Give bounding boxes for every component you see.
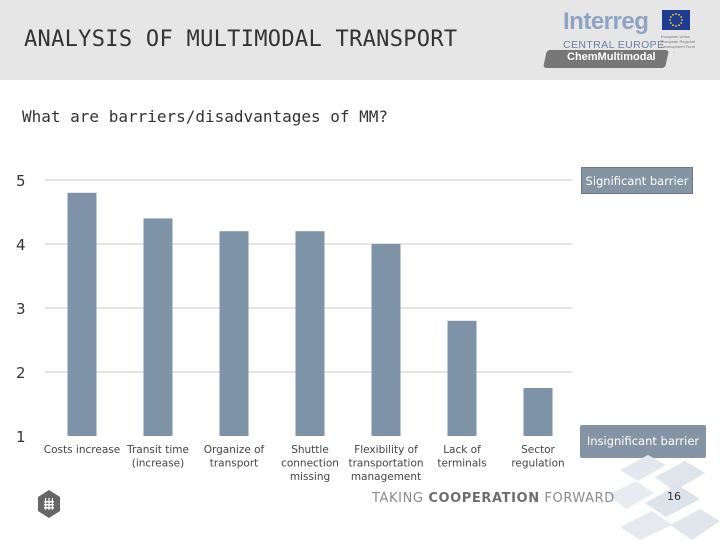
x-tick-label-line: terminals xyxy=(437,458,486,470)
x-tick-label-0: Costs increase xyxy=(44,444,120,456)
x-tick-label-line: Transit time xyxy=(126,444,189,456)
interreg-logo: Interreg CENTRAL EUROPE European Union E… xyxy=(543,6,705,74)
bar-3 xyxy=(295,231,325,436)
x-tick-label-line: Sector xyxy=(521,444,555,456)
slogan-suffix: FORWARD xyxy=(539,491,615,506)
header-bar: ANALYSIS OF MULTIMODAL TRANSPORT Interre… xyxy=(0,0,720,80)
y-tick-label-2: 2 xyxy=(16,364,26,382)
x-tick-label-line: management xyxy=(351,471,421,483)
bar-0 xyxy=(67,192,97,436)
x-tick-label-4: Flexibility of transportation management xyxy=(348,444,423,483)
bar-6 xyxy=(523,388,553,436)
x-tick-label-line: Lack of xyxy=(443,444,481,456)
x-tick-label-1: Transit time (increase) xyxy=(126,444,189,470)
y-tick-label-5: 5 xyxy=(16,172,26,190)
project-name: ChemMultimodal xyxy=(567,51,656,63)
x-tick-label-line: regulation xyxy=(511,458,564,470)
x-tick-label-line: connection xyxy=(281,458,339,470)
bar-4 xyxy=(371,244,401,436)
x-tick-label-line: Costs increase xyxy=(44,444,120,456)
x-tick-label-5: Lack of terminals xyxy=(437,444,486,470)
significant-barrier-label: Significant barrier xyxy=(581,167,693,194)
chart-y-ticks: 1 2 3 4 5 xyxy=(16,172,26,446)
x-tick-label-line: transportation xyxy=(348,458,423,470)
x-tick-label-line: (increase) xyxy=(132,458,184,470)
slogan-bold: COOPERATION xyxy=(428,491,540,506)
chart-bars xyxy=(67,192,553,436)
x-tick-label-2: Organize of transport xyxy=(204,444,265,470)
x-tick-label-line: Shuttle xyxy=(291,444,329,456)
slide-question: What are barriers/disadvantages of MM? xyxy=(22,107,389,126)
chart-x-labels: Costs increase Transit time (increase) Orga… xyxy=(44,444,565,483)
footer-logo-icon xyxy=(38,490,60,518)
eu-funding-text: European Union European Regional Develop… xyxy=(661,34,696,49)
x-tick-label-3: Shuttle connection missing xyxy=(281,444,339,483)
logo-name: Interreg xyxy=(563,8,649,35)
page-number: 16 xyxy=(667,490,681,503)
y-tick-label-4: 4 xyxy=(16,236,26,254)
page-title: ANALYSIS OF MULTIMODAL TRANSPORT xyxy=(24,27,458,52)
x-tick-label-6: Sector regulation xyxy=(511,444,564,470)
decorative-arrows-graphic xyxy=(608,455,720,540)
bar-chart: 1 2 3 4 5 Costs increase Transit time (increas… xyxy=(16,172,572,483)
footer-slogan: TAKING COOPERATION FORWARD xyxy=(372,491,615,506)
bar-5 xyxy=(447,320,477,436)
x-tick-label-line: missing xyxy=(290,471,330,483)
slogan-prefix: TAKING xyxy=(372,491,429,506)
x-tick-label-line: Organize of xyxy=(204,444,265,456)
bar-2 xyxy=(219,231,249,436)
y-tick-label-1: 1 xyxy=(16,428,26,446)
eu-flag-icon xyxy=(662,10,690,30)
x-tick-label-line: Flexibility of xyxy=(354,444,418,456)
logo-subtitle: CENTRAL EUROPE xyxy=(563,39,665,51)
eu-stars xyxy=(669,13,683,27)
x-tick-label-line: transport xyxy=(210,458,259,470)
bar-1 xyxy=(143,218,173,436)
insignificant-barrier-label: Insignificant barrier xyxy=(580,425,706,458)
y-tick-label-3: 3 xyxy=(16,300,26,318)
